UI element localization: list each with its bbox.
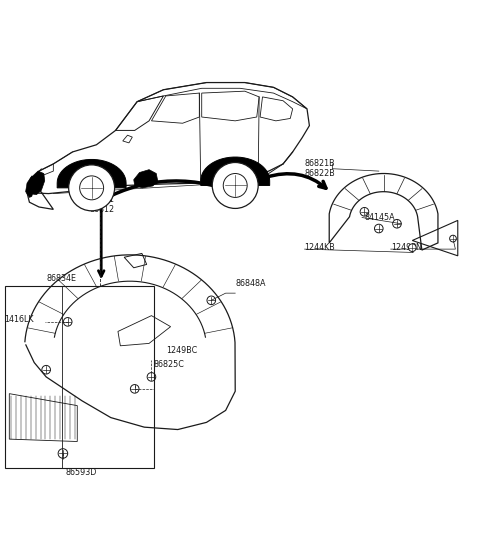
Text: 84145A: 84145A (364, 213, 395, 222)
Text: 86848A: 86848A (235, 279, 266, 288)
Text: 86825C: 86825C (154, 361, 185, 369)
Text: 1249PN: 1249PN (391, 243, 421, 252)
Text: 86811
86812: 86811 86812 (89, 195, 114, 214)
Text: 86593D: 86593D (65, 467, 96, 477)
Polygon shape (134, 170, 157, 188)
Circle shape (212, 163, 258, 208)
Circle shape (408, 244, 416, 252)
Text: 1249BC: 1249BC (166, 346, 197, 355)
Text: 1244KB: 1244KB (305, 243, 336, 252)
Text: 86834E: 86834E (46, 275, 76, 283)
Polygon shape (57, 159, 126, 188)
Bar (5, 286, 154, 468)
Text: 86821B
86822B: 86821B 86822B (305, 159, 336, 179)
Circle shape (80, 176, 104, 200)
Polygon shape (27, 171, 45, 195)
Polygon shape (201, 157, 270, 185)
Circle shape (450, 235, 456, 242)
Polygon shape (25, 176, 36, 197)
Circle shape (69, 165, 115, 211)
Text: 1416LK: 1416LK (4, 315, 34, 324)
Circle shape (223, 174, 247, 197)
